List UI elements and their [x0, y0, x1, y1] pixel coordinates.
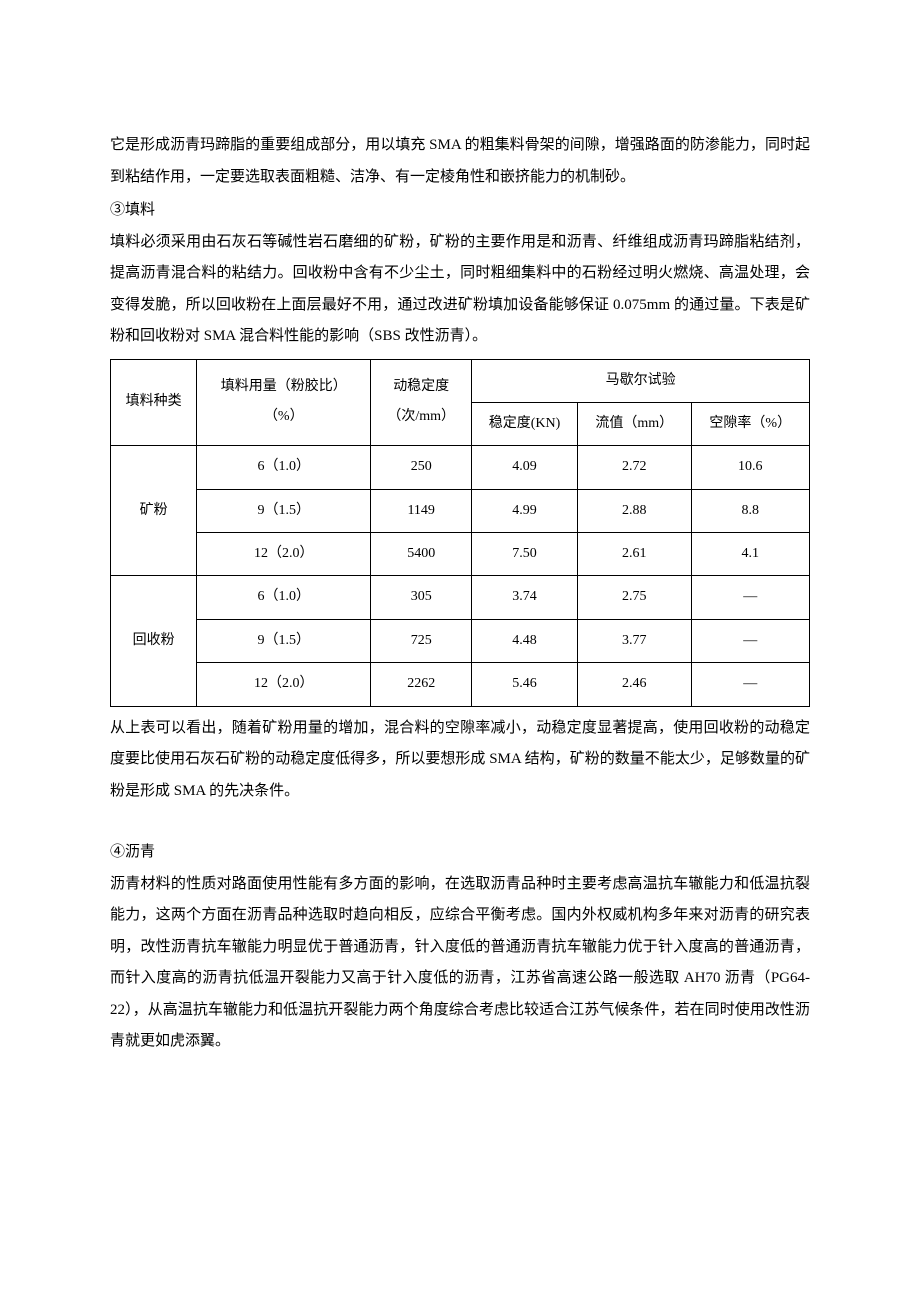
table-row: 12（2.0） 5400 7.50 2.61 4.1: [111, 533, 810, 576]
header-dosage-line2: （%）: [203, 402, 364, 433]
table-cell: 10.6: [691, 446, 809, 489]
table-row: 回收粉 6（1.0） 305 3.74 2.75 —: [111, 576, 810, 619]
table-cell-group-label: 矿粉: [111, 446, 197, 576]
table-cell: 6（1.0）: [197, 576, 371, 619]
filler-comparison-table: 填料种类 填料用量（粉胶比） （%） 动稳定度 （次/mm） 马歇尔试验 稳定度…: [110, 359, 810, 707]
table-cell: 1149: [371, 489, 472, 532]
table-cell: 3.74: [472, 576, 578, 619]
table-cell: 4.09: [472, 446, 578, 489]
table-cell: 4.99: [472, 489, 578, 532]
table-cell: 8.8: [691, 489, 809, 532]
table-cell-group-label: 回收粉: [111, 576, 197, 706]
table-cell: 12（2.0）: [197, 533, 371, 576]
table-cell: 2.75: [577, 576, 691, 619]
table-cell: 12（2.0）: [197, 663, 371, 706]
filler-paragraph: 填料必须采用由石灰石等碱性岩石磨细的矿粉，矿粉的主要作用是和沥青、纤维组成沥青玛…: [110, 227, 810, 353]
table-cell: 725: [371, 619, 472, 662]
table-cell: —: [691, 619, 809, 662]
table-cell: 305: [371, 576, 472, 619]
table-cell: 9（1.5）: [197, 619, 371, 662]
header-dosage-line1: 填料用量（粉胶比）: [203, 372, 364, 403]
asphalt-paragraph: 沥青材料的性质对路面使用性能有多方面的影响，在选取沥青品种时主要考虑高温抗车辙能…: [110, 869, 810, 1058]
table-cell: 2.72: [577, 446, 691, 489]
table-cell: 9（1.5）: [197, 489, 371, 532]
table-header-marshall: 马歇尔试验: [472, 359, 810, 402]
table-cell: 2.46: [577, 663, 691, 706]
table-header-type: 填料种类: [111, 359, 197, 446]
table-cell: —: [691, 576, 809, 619]
table-header-marshall-void: 空隙率（%）: [691, 402, 809, 445]
table-cell: 6（1.0）: [197, 446, 371, 489]
section-4-header: ④沥青: [110, 837, 810, 869]
table-row: 矿粉 6（1.0） 250 4.09 2.72 10.6: [111, 446, 810, 489]
header-dynstab-line2: （次/mm）: [377, 402, 465, 433]
table-row: 9（1.5） 725 4.48 3.77 —: [111, 619, 810, 662]
spacer: [110, 807, 810, 835]
table-row: 12（2.0） 2262 5.46 2.46 —: [111, 663, 810, 706]
table-summary-paragraph: 从上表可以看出，随着矿粉用量的增加，混合料的空隙率减小，动稳定度显著提高，使用回…: [110, 713, 810, 808]
table-cell: 2.61: [577, 533, 691, 576]
table-cell: 5.46: [472, 663, 578, 706]
table-header-marshall-flow: 流值（mm）: [577, 402, 691, 445]
table-cell: —: [691, 663, 809, 706]
table-row: 9（1.5） 1149 4.99 2.88 8.8: [111, 489, 810, 532]
section-3-header: ③填料: [110, 195, 810, 227]
table-cell: 4.1: [691, 533, 809, 576]
table-cell: 3.77: [577, 619, 691, 662]
table-header-marshall-stab: 稳定度(KN): [472, 402, 578, 445]
table-cell: 2.88: [577, 489, 691, 532]
table-cell: 250: [371, 446, 472, 489]
table-header-dosage: 填料用量（粉胶比） （%）: [197, 359, 371, 446]
table-cell: 5400: [371, 533, 472, 576]
header-dynstab-line1: 动稳定度: [377, 372, 465, 403]
table-cell: 4.48: [472, 619, 578, 662]
table-header-dynstab: 动稳定度 （次/mm）: [371, 359, 472, 446]
table-cell: 2262: [371, 663, 472, 706]
intro-paragraph: 它是形成沥青玛蹄脂的重要组成部分，用以填充 SMA 的粗集料骨架的间隙，增强路面…: [110, 130, 810, 193]
table-cell: 7.50: [472, 533, 578, 576]
